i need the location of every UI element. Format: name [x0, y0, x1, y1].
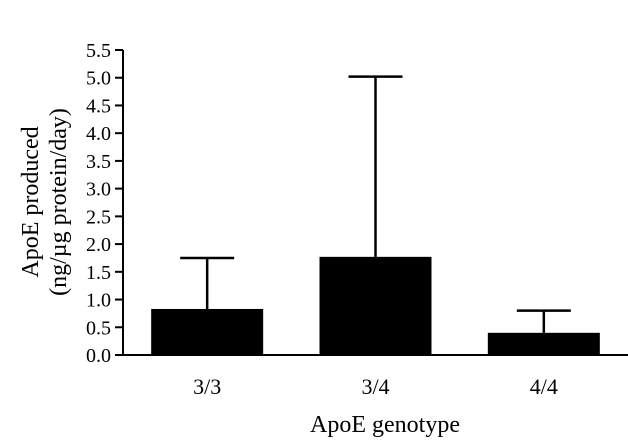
error-bars [180, 75, 571, 333]
y-tick-label: 2.0 [86, 234, 111, 256]
y-tick-label: 1.0 [86, 290, 111, 312]
y-axis-ticks: 0.0 0.5 1.0 1.5 2.0 2.5 3.0 3.5 4.0 4.5 5.0 5.5 [86, 40, 123, 367]
y-tick-label: 3.5 [86, 151, 111, 173]
bars [151, 256, 600, 355]
y-tick-label: 4.0 [86, 123, 111, 145]
x-tick-label: 3/3 [193, 374, 221, 399]
y-tick-label: 4.5 [86, 95, 111, 117]
y-axis-title-line-1: ApoE produced [18, 126, 44, 277]
y-tick-label: 5.0 [86, 68, 111, 90]
bar-4-4 [487, 332, 600, 355]
bar-3-3 [151, 308, 264, 355]
y-tick-label: 5.5 [86, 40, 111, 62]
x-tick-label: 3/4 [361, 374, 389, 399]
y-tick-label: 3.0 [86, 179, 111, 201]
y-tick-label: 0.5 [86, 317, 111, 339]
y-tick-label: 0.0 [86, 345, 111, 367]
y-tick-label: 1.5 [86, 262, 111, 284]
x-tick-label: 4/4 [530, 374, 558, 399]
y-tick-label: 2.5 [86, 206, 111, 228]
bar-3-4 [319, 256, 432, 355]
y-axis-title-line-2: (ng/µg protein/day) [46, 108, 72, 296]
x-axis-title: ApoE genotype [310, 412, 460, 438]
x-axis-tick-labels: 3/3 3/4 4/4 [193, 374, 558, 399]
